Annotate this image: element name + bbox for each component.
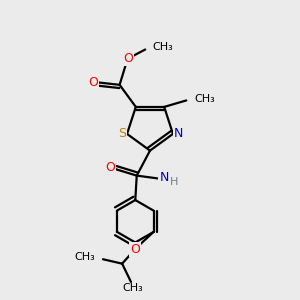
Text: CH₃: CH₃ xyxy=(194,94,215,104)
Text: CH₃: CH₃ xyxy=(122,284,143,293)
Text: O: O xyxy=(88,76,98,89)
Text: N: N xyxy=(159,172,169,184)
Text: S: S xyxy=(118,128,126,140)
Text: CH₃: CH₃ xyxy=(74,253,95,262)
Text: H: H xyxy=(170,176,178,187)
Text: CH₃: CH₃ xyxy=(153,42,173,52)
Text: O: O xyxy=(124,52,134,65)
Text: O: O xyxy=(130,243,140,256)
Text: N: N xyxy=(174,128,183,140)
Text: O: O xyxy=(105,161,115,175)
